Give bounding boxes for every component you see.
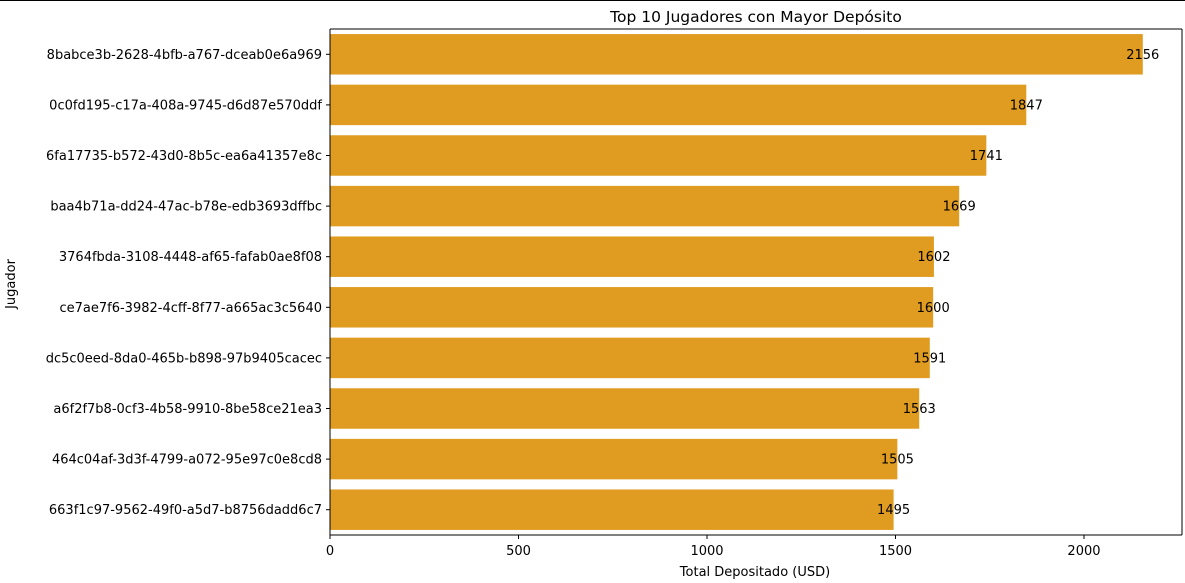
data-label: 1495 bbox=[877, 503, 910, 518]
data-label: 1741 bbox=[970, 149, 1003, 164]
bar bbox=[330, 135, 987, 176]
y-tick-label: 6fa17735-b572-43d0-8b5c-ea6a41357e8c bbox=[46, 149, 322, 164]
x-tick-label: 1000 bbox=[690, 544, 723, 559]
y-tick-label: ce7ae7f6-3982-4cff-8f77-a665ac3c5640 bbox=[59, 301, 322, 316]
y-tick-labels: 8babce3b-2628-4bfb-a767-dceab0e6a969 0c0f… bbox=[46, 48, 330, 518]
data-label: 1600 bbox=[917, 301, 950, 316]
bar bbox=[330, 287, 934, 328]
x-axis-label: Total Depositado (USD) bbox=[679, 565, 830, 580]
y-tick-label: baa4b71a-dd24-47ac-b78e-edb3693dffbc bbox=[50, 200, 322, 215]
bar bbox=[330, 489, 894, 530]
data-label: 1602 bbox=[917, 250, 950, 265]
x-tick-label: 2000 bbox=[1067, 544, 1100, 559]
top-border-line bbox=[0, 0, 1185, 1]
y-axis-label: Jugador bbox=[4, 258, 19, 309]
data-label: 1563 bbox=[903, 402, 936, 417]
y-tick-label: 464c04af-3d3f-4799-a072-95e97c0e8cd8 bbox=[52, 453, 322, 468]
data-label: 1591 bbox=[913, 351, 946, 366]
bar bbox=[330, 438, 898, 480]
data-label: 1505 bbox=[881, 453, 914, 468]
data-label: 1847 bbox=[1010, 98, 1043, 113]
bar bbox=[330, 388, 920, 429]
y-tick-label: dc5c0eed-8da0-465b-b898-97b9405cacec bbox=[46, 351, 322, 366]
y-tick-label: a6f2f7b8-0cf3-4b58-9910-8be58ce21ea3 bbox=[53, 402, 322, 417]
bar bbox=[330, 236, 934, 277]
y-tick-label: 8babce3b-2628-4bfb-a767-dceab0e6a969 bbox=[47, 48, 322, 63]
x-tick-label: 0 bbox=[326, 544, 334, 559]
x-tick-label: 1500 bbox=[879, 544, 912, 559]
data-label: 1669 bbox=[943, 200, 976, 215]
bar bbox=[330, 84, 1027, 126]
y-tick-label: 0c0fd195-c17a-408a-9745-d6d87e570ddf bbox=[49, 98, 322, 113]
bar bbox=[330, 337, 930, 379]
data-labels: 2156 1847 1741 1669 1602 1600 1591 1563 1505 1495 bbox=[877, 48, 1159, 518]
x-ticks: 0 500 1000 1500 2000 bbox=[326, 535, 1101, 559]
bar bbox=[330, 185, 960, 227]
y-tick-label: 663f1c97-9562-49f0-a5d7-b8756dadd6c7 bbox=[49, 503, 322, 518]
chart-title: Top 10 Jugadores con Mayor Depósito bbox=[609, 8, 902, 26]
bar bbox=[330, 34, 1143, 75]
bars-group bbox=[330, 34, 1143, 530]
x-tick-label: 500 bbox=[506, 544, 531, 559]
y-tick-label: 3764fbda-3108-4448-af65-fafab0ae8f08 bbox=[59, 250, 322, 265]
data-label: 2156 bbox=[1126, 48, 1159, 63]
